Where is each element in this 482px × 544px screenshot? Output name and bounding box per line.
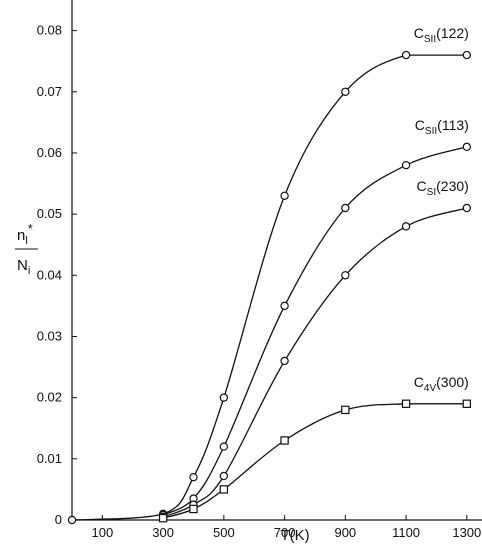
y-tick-label: 0.01 <box>37 451 62 466</box>
series-label: CSII(113) <box>415 117 469 137</box>
series-label: C4V(300) <box>414 374 469 394</box>
y-tick-label: 0.02 <box>37 390 62 405</box>
y-tick-label: 0.03 <box>37 328 62 343</box>
y-axis-title-numerator: nl* <box>17 221 33 247</box>
data-point-circle <box>341 87 350 96</box>
series-line <box>162 403 467 519</box>
series-3: C4V(300) <box>158 374 472 523</box>
data-point-circle <box>341 203 350 213</box>
series-2: CSI(230) <box>158 178 472 522</box>
y-tick-label: 0.06 <box>37 145 62 160</box>
data-point-circle <box>341 271 350 280</box>
data-point-square <box>158 513 168 523</box>
series-line <box>71 54 467 521</box>
y-axis-title: nl* Ni <box>15 221 38 277</box>
data-point-circle <box>401 160 411 170</box>
series-line <box>162 146 467 516</box>
data-point-square <box>219 485 229 494</box>
data-point-circle <box>219 471 229 481</box>
data-point-circle <box>280 356 289 366</box>
y-tick-label: 0.07 <box>37 84 62 99</box>
data-point-square <box>462 399 472 408</box>
data-point-circle <box>462 142 472 152</box>
x-tick-label: 300 <box>152 525 174 540</box>
data-point-circle <box>462 203 472 213</box>
plot-frame <box>71 0 482 521</box>
data-point-circle <box>462 50 472 60</box>
ticks: 100 300 500 700 900 1100 1300 0 0.01 0.02 0.03 0.04… <box>37 23 482 540</box>
series-0: CSII(122) <box>67 25 472 525</box>
data-point-circle <box>401 222 411 231</box>
data-point-square <box>280 436 289 445</box>
data-point-square <box>341 405 350 415</box>
x-axis-title: T(K) <box>280 527 309 544</box>
data-point-circle <box>219 393 229 402</box>
data-point-circle <box>67 515 77 525</box>
x-tick-label: 100 <box>92 525 114 540</box>
x-tick-label: 900 <box>334 525 356 540</box>
data-point-circle <box>189 472 198 482</box>
data-point-circle <box>280 301 289 311</box>
series-layer: CSII(122) CSII(113) CSI(230) C4V(300) <box>67 25 472 525</box>
y-tick-label: 0.08 <box>37 23 62 38</box>
data-point-square <box>401 399 411 408</box>
y-tick-label: 0.05 <box>37 206 62 221</box>
x-tick-label: 1100 <box>392 525 420 540</box>
series-label: CSII(122) <box>414 25 469 45</box>
series-1: CSII(113) <box>158 117 472 520</box>
data-point-circle <box>219 442 229 451</box>
data-point-circle <box>280 191 289 200</box>
x-tick-label: 1300 <box>452 525 481 540</box>
x-tick-label: 700 <box>274 525 296 540</box>
x-tick-label: 500 <box>213 525 235 540</box>
data-point-square <box>189 504 198 514</box>
y-tick-label: 0 <box>55 512 62 527</box>
y-axis-title-denominator: Ni <box>17 257 30 277</box>
data-point-circle <box>401 50 411 60</box>
series-line <box>162 207 467 518</box>
y-tick-label: 0.04 <box>37 267 62 282</box>
series-label: CSI(230) <box>417 178 469 198</box>
